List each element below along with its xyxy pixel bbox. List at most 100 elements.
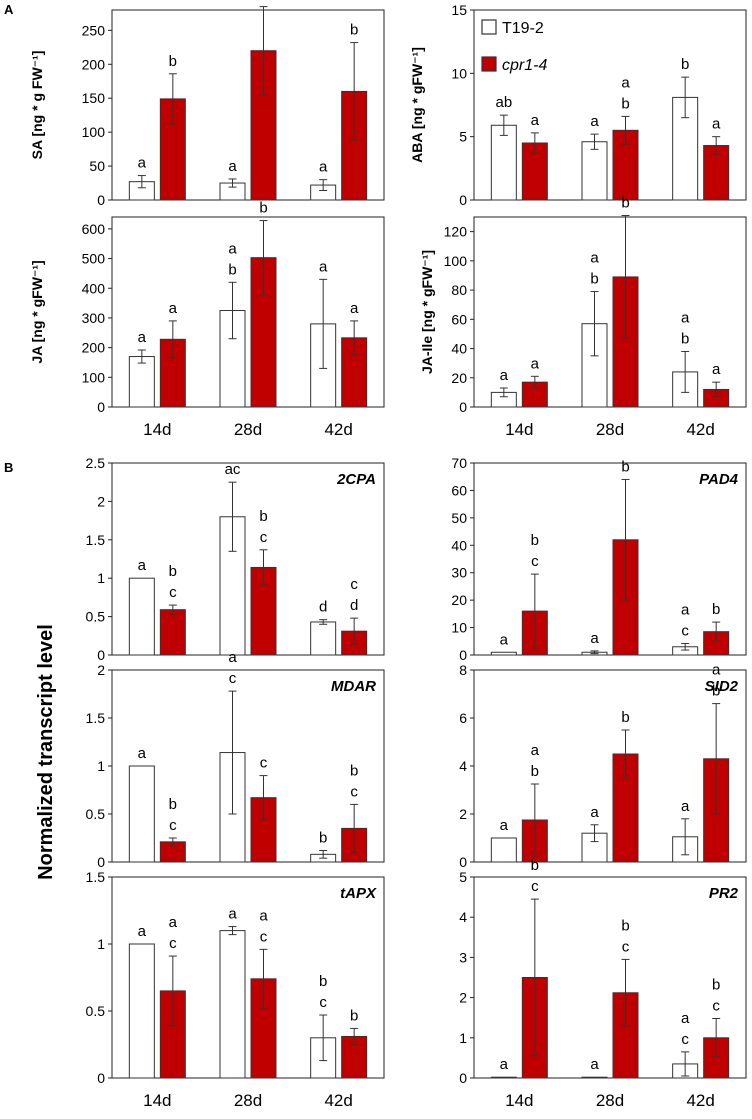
chart-ja: 0 100 200 300 400 500 600 JA [ng * gFW⁻¹] a a 14d a… <box>29 200 385 439</box>
significance-letter: a <box>138 745 147 762</box>
y-tick-label: 0 <box>97 854 105 870</box>
y-tick-label: 200 <box>82 340 106 356</box>
y-tick-label: 0 <box>459 192 467 208</box>
significance-letter: b <box>621 709 629 726</box>
y-tick-label: 0 <box>97 192 105 208</box>
gene-title: 2CPA <box>336 471 376 488</box>
significance-letter: b <box>169 563 177 580</box>
significance-letter: a <box>681 601 690 618</box>
legend-label-t19-2: T19-2 <box>502 20 544 37</box>
y-axis-label: JA-Ile [ng * gFW⁻¹] <box>419 250 435 374</box>
gene-title: SID2 <box>705 678 739 695</box>
bar <box>219 930 246 1079</box>
y-tick-label: 1 <box>459 1030 467 1046</box>
bar <box>581 141 608 201</box>
significance-letter: a <box>590 804 599 821</box>
y-tick-label: 5 <box>459 129 467 145</box>
legend: T19-2 cpr1-4 <box>481 19 547 74</box>
significance-letter: a <box>138 329 147 346</box>
y-tick-label: 0 <box>459 399 467 415</box>
significance-letter: b <box>350 1007 358 1024</box>
bar <box>250 566 277 656</box>
y-tick-label: 40 <box>451 341 467 357</box>
chart-sa: 0 50 100 150 200 250 SA [ng * g FW⁻¹] a b a b a b <box>29 0 385 208</box>
y-tick-label: 2 <box>459 806 467 822</box>
x-category-label: 28d <box>234 420 262 439</box>
x-category-label: 42d <box>686 420 714 439</box>
significance-letter: b <box>259 200 267 217</box>
legend-swatch-t19-2 <box>481 19 497 35</box>
significance-letter: c <box>260 755 268 772</box>
significance-letter: a <box>590 250 599 267</box>
y-axis-label: SA [ng * g FW⁻¹] <box>29 51 45 160</box>
gene-title: tAPX <box>340 885 377 902</box>
bar <box>490 837 517 863</box>
significance-letter: b <box>531 857 539 874</box>
y-tick-label: 0 <box>459 854 467 870</box>
significance-letter: b <box>259 508 267 525</box>
significance-letter: c <box>260 928 268 945</box>
chart-frame <box>473 462 747 656</box>
shared-y-axis-label: Normalized transcript level <box>35 624 57 880</box>
significance-letter: a <box>228 906 237 923</box>
significance-letter: c <box>531 553 539 570</box>
significance-letter: a <box>228 649 237 666</box>
significance-letter: a <box>138 155 147 172</box>
significance-letter: b <box>712 977 720 994</box>
x-category-label: 14d <box>505 1091 533 1110</box>
y-tick-label: 10 <box>451 620 467 636</box>
bar <box>219 310 246 408</box>
bar <box>490 651 517 656</box>
y-tick-label: 20 <box>451 592 467 608</box>
y-tick-label: 1 <box>97 936 105 952</box>
gene-title: PAD4 <box>699 471 739 488</box>
y-tick-label: 0 <box>459 647 467 663</box>
significance-letter: c <box>622 938 630 955</box>
significance-letter: b <box>681 330 689 347</box>
y-tick-label: 15 <box>451 2 467 18</box>
y-tick-label: 600 <box>82 221 106 237</box>
significance-letter: b <box>169 53 177 70</box>
y-tick-label: 200 <box>82 56 106 72</box>
chart-frame <box>111 462 385 656</box>
chart-frame <box>473 876 747 1079</box>
y-tick-label: 400 <box>82 280 106 296</box>
significance-letter: a <box>621 74 630 91</box>
significance-letter: b <box>712 683 720 700</box>
y-tick-label: 0 <box>97 647 105 663</box>
bar <box>159 609 186 656</box>
x-category-label: 14d <box>143 1091 171 1110</box>
significance-letter: c <box>169 817 177 834</box>
y-tick-label: 60 <box>451 311 467 327</box>
significance-letter: a <box>681 309 690 326</box>
x-category-label: 14d <box>505 420 533 439</box>
significance-letter: a <box>500 367 509 384</box>
significance-letter: b <box>590 271 598 288</box>
bar <box>521 381 548 408</box>
y-tick-label: 100 <box>82 124 106 140</box>
significance-letter: c <box>681 1031 689 1048</box>
significance-letter: a <box>681 798 690 815</box>
legend-swatch-cpr1-4 <box>481 56 497 72</box>
significance-letter: a <box>169 914 178 931</box>
significance-letter: a <box>350 300 359 317</box>
y-tick-label: 1 <box>97 570 105 586</box>
y-tick-label: 4 <box>459 909 467 925</box>
bar <box>128 577 155 656</box>
significance-letter: d <box>319 599 327 616</box>
y-tick-label: 30 <box>451 565 467 581</box>
panel-a-label: A <box>4 2 14 17</box>
y-tick-label: 50 <box>89 158 105 174</box>
significance-letter: c <box>350 783 358 800</box>
x-category-label: 14d <box>143 420 171 439</box>
chart-frame <box>473 9 747 201</box>
y-tick-label: 0 <box>97 399 105 415</box>
significance-letter: a <box>169 300 178 317</box>
y-tick-label: 1.5 <box>86 869 106 885</box>
significance-letter: a <box>500 817 509 834</box>
significance-letter: b <box>350 762 358 779</box>
significance-letter: a <box>138 923 147 940</box>
y-tick-label: 250 <box>82 22 106 38</box>
y-tick-label: 2.5 <box>86 455 106 471</box>
